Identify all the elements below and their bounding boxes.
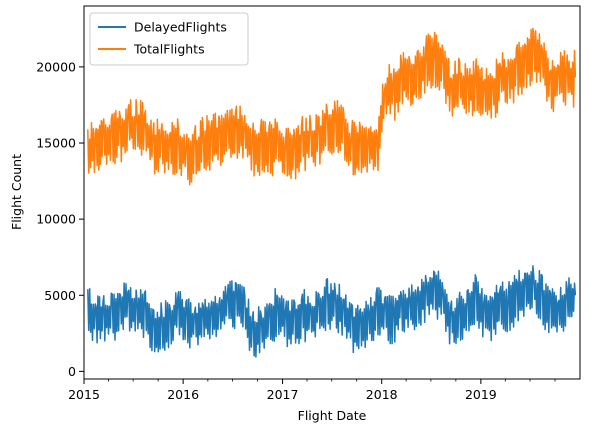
- legend-label-totalflights: TotalFlights: [133, 42, 205, 57]
- x-axis-label: Flight Date: [298, 408, 367, 423]
- series-layer: [87, 27, 577, 358]
- x-axis: 2015 2016 2017 2018 2019: [68, 379, 556, 402]
- x-tick-label-2015: 2015: [68, 387, 100, 402]
- series-line-totalflights: [87, 27, 577, 186]
- y-tick-label-0: 0: [68, 364, 76, 379]
- x-tick-label-2018: 2018: [366, 387, 398, 402]
- series-line-delayedflights: [87, 265, 577, 358]
- y-tick-label-10000: 10000: [36, 212, 76, 227]
- y-tick-label-5000: 5000: [44, 288, 76, 303]
- legend-label-delayedflights: DelayedFlights: [134, 20, 227, 35]
- legend: DelayedFlights TotalFlights: [89, 12, 249, 66]
- x-tick-label-2017: 2017: [267, 387, 299, 402]
- y-axis-label: Flight Count: [9, 154, 24, 230]
- y-axis: 0 5000 10000 15000 20000: [36, 59, 84, 379]
- x-tick-label-2019: 2019: [465, 387, 497, 402]
- x-tick-label-2016: 2016: [167, 387, 199, 402]
- legend-box: [89, 12, 249, 66]
- y-tick-label-15000: 15000: [36, 136, 76, 151]
- y-tick-label-20000: 20000: [36, 59, 76, 74]
